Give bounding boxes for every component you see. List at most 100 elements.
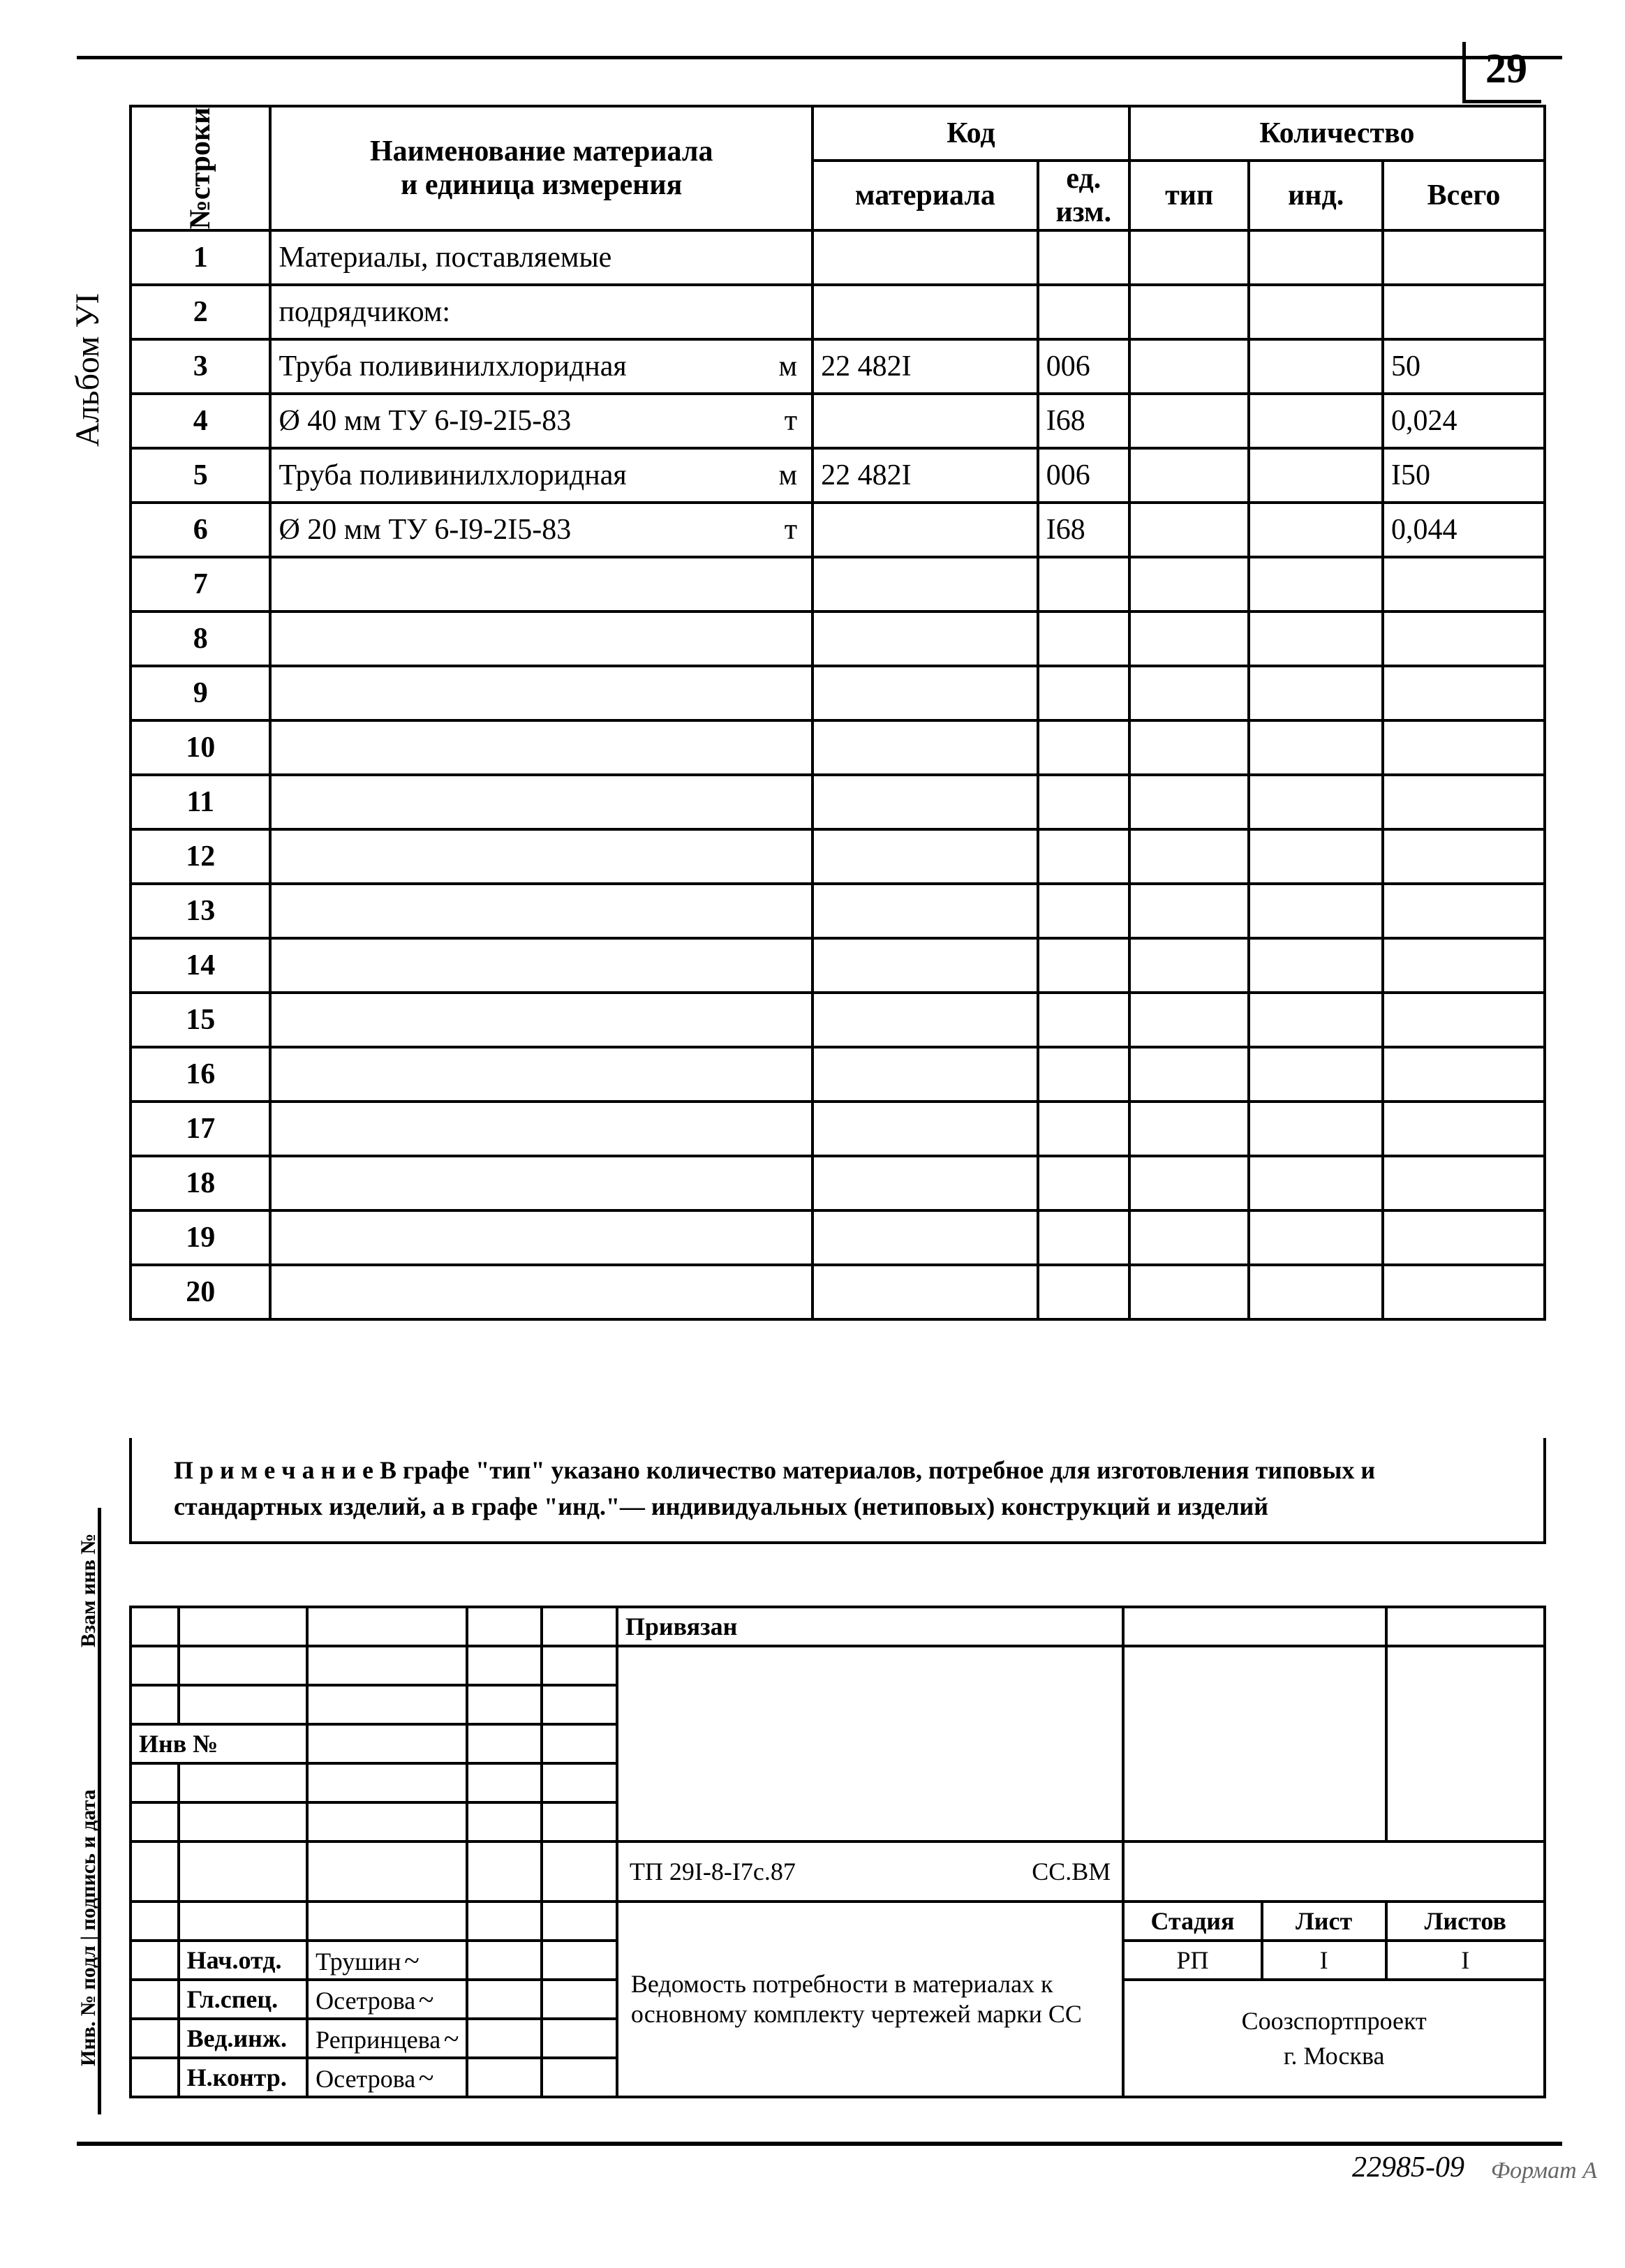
- cell-name: [270, 938, 812, 993]
- cell-ind: [1249, 339, 1383, 394]
- side-label-2: Взам инв №: [77, 1534, 101, 1647]
- cell-tip: [1129, 1210, 1249, 1265]
- role-label: Гл.спец.: [179, 1980, 307, 2019]
- table-row: 2подрядчиком:: [131, 285, 1545, 339]
- cell-tot: [1383, 557, 1545, 612]
- cell-n: 11: [131, 775, 270, 829]
- cell-ind: [1249, 938, 1383, 993]
- album-label: Альбом УI: [68, 293, 107, 447]
- hdr-qty: Количество: [1129, 106, 1545, 161]
- hdr-name: Наименование материала и единица измерен…: [270, 106, 812, 230]
- cell-mat: [812, 1102, 1038, 1156]
- left-rule: [98, 1508, 101, 2114]
- cell-tip: [1129, 1102, 1249, 1156]
- cell-n: 15: [131, 993, 270, 1047]
- cell-ind: [1249, 394, 1383, 448]
- cell-mat: [812, 829, 1038, 884]
- cell-tip: [1129, 829, 1249, 884]
- table-row: 6Ø 20 мм ТУ 6-I9-2I5-83тI680,044: [131, 503, 1545, 557]
- cell-ind: [1249, 1047, 1383, 1102]
- cell-mat: [812, 285, 1038, 339]
- cell-ed: [1038, 938, 1129, 993]
- cell-tot: [1383, 1210, 1545, 1265]
- cell-tip: [1129, 339, 1249, 394]
- cell-tot: [1383, 884, 1545, 938]
- role-label: Нач.отд.: [179, 1941, 307, 1980]
- cell-n: 14: [131, 938, 270, 993]
- cell-mat: [812, 612, 1038, 666]
- hdr-code-ed: ед. изм.: [1038, 161, 1129, 230]
- cell-ind: [1249, 1102, 1383, 1156]
- table-row: 7: [131, 557, 1545, 612]
- cell-name: [270, 1265, 812, 1319]
- side-label-3: Инв. № подл | подпись и дата: [77, 1789, 101, 2066]
- cell-mat: [812, 503, 1038, 557]
- table-row: 12: [131, 829, 1545, 884]
- cell-tip: [1129, 230, 1249, 285]
- hdr-stage: Стадия: [1123, 1902, 1261, 1941]
- title-block: Привязан Инв № ТП 29I-8-I7с.87 СС.ВМ Вед…: [129, 1606, 1546, 2098]
- cell-n: 4: [131, 394, 270, 448]
- cell-n: 16: [131, 1047, 270, 1102]
- cell-name: Труба поливинилхлориднаям: [270, 448, 812, 503]
- cell-tip: [1129, 938, 1249, 993]
- cell-name: [270, 720, 812, 775]
- cell-tot: [1383, 612, 1545, 666]
- cell-name: [270, 993, 812, 1047]
- cell-ed: [1038, 666, 1129, 720]
- cell-ind: [1249, 666, 1383, 720]
- cell-ind: [1249, 829, 1383, 884]
- table-row: 10: [131, 720, 1545, 775]
- materials-table: №строки Наименование материала и единица…: [129, 105, 1546, 1321]
- cell-name: [270, 1210, 812, 1265]
- cell-n: 8: [131, 612, 270, 666]
- cell-tot: 0,044: [1383, 503, 1545, 557]
- cell-n: 13: [131, 884, 270, 938]
- cell-tot: [1383, 1047, 1545, 1102]
- cell-mat: [812, 1265, 1038, 1319]
- inv-label: Инв №: [131, 1724, 307, 1763]
- cell-tip: [1129, 775, 1249, 829]
- cell-ind: [1249, 503, 1383, 557]
- cell-name: [270, 612, 812, 666]
- cell-name: Материалы, поставляемые: [270, 230, 812, 285]
- cell-ind: [1249, 1265, 1383, 1319]
- cell-tot: [1383, 1265, 1545, 1319]
- cell-ind: [1249, 1210, 1383, 1265]
- cell-n: 6: [131, 503, 270, 557]
- cell-ind: [1249, 1156, 1383, 1210]
- cell-mat: [812, 720, 1038, 775]
- cell-name: подрядчиком:: [270, 285, 812, 339]
- cell-tip: [1129, 612, 1249, 666]
- table-row: 9: [131, 666, 1545, 720]
- note: П р и м е ч а н и е В графе "тип" указан…: [129, 1438, 1546, 1544]
- cell-tip: [1129, 720, 1249, 775]
- cell-tot: 50: [1383, 339, 1545, 394]
- hdr-code: Код: [812, 106, 1129, 161]
- cell-ind: [1249, 557, 1383, 612]
- role-name: Трушин~: [307, 1941, 467, 1980]
- cell-ed: [1038, 612, 1129, 666]
- footer-format: Формат А: [1491, 2158, 1597, 2184]
- cell-ind: [1249, 612, 1383, 666]
- cell-name: [270, 1102, 812, 1156]
- cell-name: [270, 884, 812, 938]
- cell-ed: [1038, 1156, 1129, 1210]
- cell-ed: [1038, 557, 1129, 612]
- cell-tip: [1129, 1265, 1249, 1319]
- table-row: 20: [131, 1265, 1545, 1319]
- cell-ed: [1038, 1047, 1129, 1102]
- cell-tip: [1129, 1156, 1249, 1210]
- cell-ind: [1249, 285, 1383, 339]
- hdr-code-mat: материала: [812, 161, 1038, 230]
- cell-ed: [1038, 1102, 1129, 1156]
- cell-mat: [812, 884, 1038, 938]
- cell-n: 20: [131, 1265, 270, 1319]
- cell-name: [270, 829, 812, 884]
- table-row: 19: [131, 1210, 1545, 1265]
- cell-name: Ø 40 мм ТУ 6-I9-2I5-83т: [270, 394, 812, 448]
- cell-tot: [1383, 1156, 1545, 1210]
- cell-tip: [1129, 394, 1249, 448]
- cell-ed: [1038, 993, 1129, 1047]
- table-row: 5Труба поливинилхлориднаям22 482I006I50: [131, 448, 1545, 503]
